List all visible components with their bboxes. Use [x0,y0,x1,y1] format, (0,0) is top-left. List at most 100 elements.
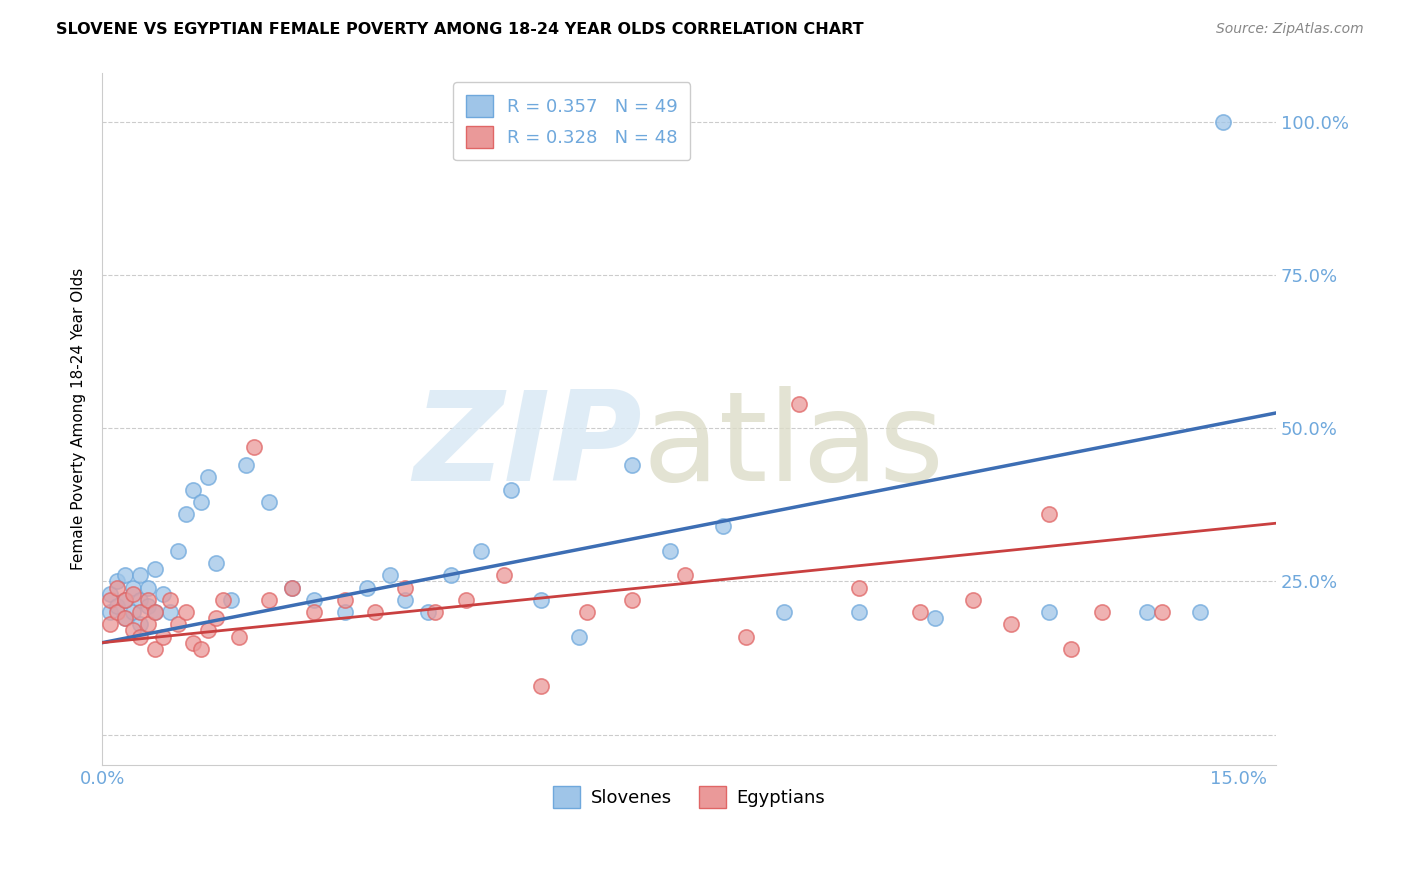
Point [98,605,121,619]
Point [152,630,174,644]
Point [908,605,931,619]
Point [136,592,159,607]
Point [1091,605,1114,619]
Text: Source: ZipAtlas.com: Source: ZipAtlas.com [1216,22,1364,37]
Point [98,592,121,607]
Point [1212,115,1234,129]
Point [280,581,302,595]
Point [174,605,197,619]
Point [152,587,174,601]
Point [136,599,159,613]
Point [1000,617,1022,632]
Point [159,592,181,607]
Point [181,636,204,650]
Point [575,605,598,619]
Point [257,592,280,607]
Point [159,605,181,619]
Point [787,397,810,411]
Point [439,568,461,582]
Point [167,543,190,558]
Point [1189,605,1212,619]
Point [143,641,166,656]
Point [121,624,143,638]
Point [105,605,128,619]
Point [501,483,523,497]
Point [416,605,439,619]
Point [129,592,152,607]
Point [228,630,250,644]
Point [114,611,136,625]
Point [143,605,166,619]
Point [105,599,128,613]
Point [235,458,257,472]
Point [333,592,356,607]
Point [129,605,152,619]
Point [129,630,152,644]
Point [304,605,326,619]
Point [394,581,416,595]
Point [673,568,696,582]
Point [204,556,226,570]
Point [190,641,212,656]
Point [129,617,152,632]
Point [621,458,644,472]
Point [364,605,387,619]
Point [848,581,870,595]
Point [454,592,477,607]
Point [121,587,143,601]
Point [114,568,136,582]
Point [136,617,159,632]
Point [204,611,226,625]
Y-axis label: Female Poverty Among 18-24 Year Olds: Female Poverty Among 18-24 Year Olds [72,268,86,570]
Point [105,574,128,589]
Point [257,495,280,509]
Point [1038,507,1060,521]
Point [470,543,492,558]
Point [848,605,870,619]
Point [659,543,682,558]
Point [530,592,553,607]
Point [129,568,152,582]
Text: ZIP: ZIP [413,386,643,508]
Point [98,617,121,632]
Point [924,611,946,625]
Text: atlas: atlas [643,386,945,508]
Point [962,592,984,607]
Point [280,581,302,595]
Point [1152,605,1174,619]
Point [394,592,416,607]
Point [121,581,143,595]
Point [711,519,734,533]
Point [1136,605,1159,619]
Point [772,605,794,619]
Point [143,562,166,576]
Point [378,568,401,582]
Point [492,568,515,582]
Point [197,470,219,484]
Point [114,611,136,625]
Point [136,581,159,595]
Point [98,587,121,601]
Point [621,592,644,607]
Point [212,592,235,607]
Point [425,605,447,619]
Point [114,592,136,607]
Point [1060,641,1083,656]
Point [105,581,128,595]
Point [333,605,356,619]
Point [181,483,204,497]
Legend: Slovenes, Egyptians: Slovenes, Egyptians [546,779,832,815]
Point [114,592,136,607]
Point [143,605,166,619]
Point [530,679,553,693]
Point [568,630,591,644]
Point [121,605,143,619]
Point [190,495,212,509]
Point [219,592,242,607]
Point [174,507,197,521]
Point [304,592,326,607]
Point [734,630,756,644]
Text: SLOVENE VS EGYPTIAN FEMALE POVERTY AMONG 18-24 YEAR OLDS CORRELATION CHART: SLOVENE VS EGYPTIAN FEMALE POVERTY AMONG… [56,22,863,37]
Point [197,624,219,638]
Point [1038,605,1060,619]
